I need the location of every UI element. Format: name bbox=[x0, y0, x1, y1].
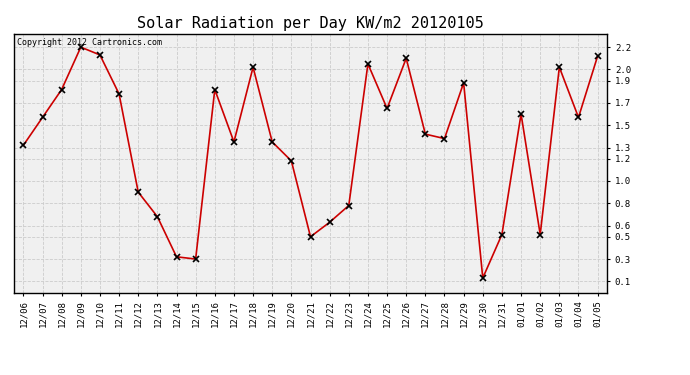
Title: Solar Radiation per Day KW/m2 20120105: Solar Radiation per Day KW/m2 20120105 bbox=[137, 16, 484, 31]
Text: Copyright 2012 Cartronics.com: Copyright 2012 Cartronics.com bbox=[17, 38, 161, 46]
